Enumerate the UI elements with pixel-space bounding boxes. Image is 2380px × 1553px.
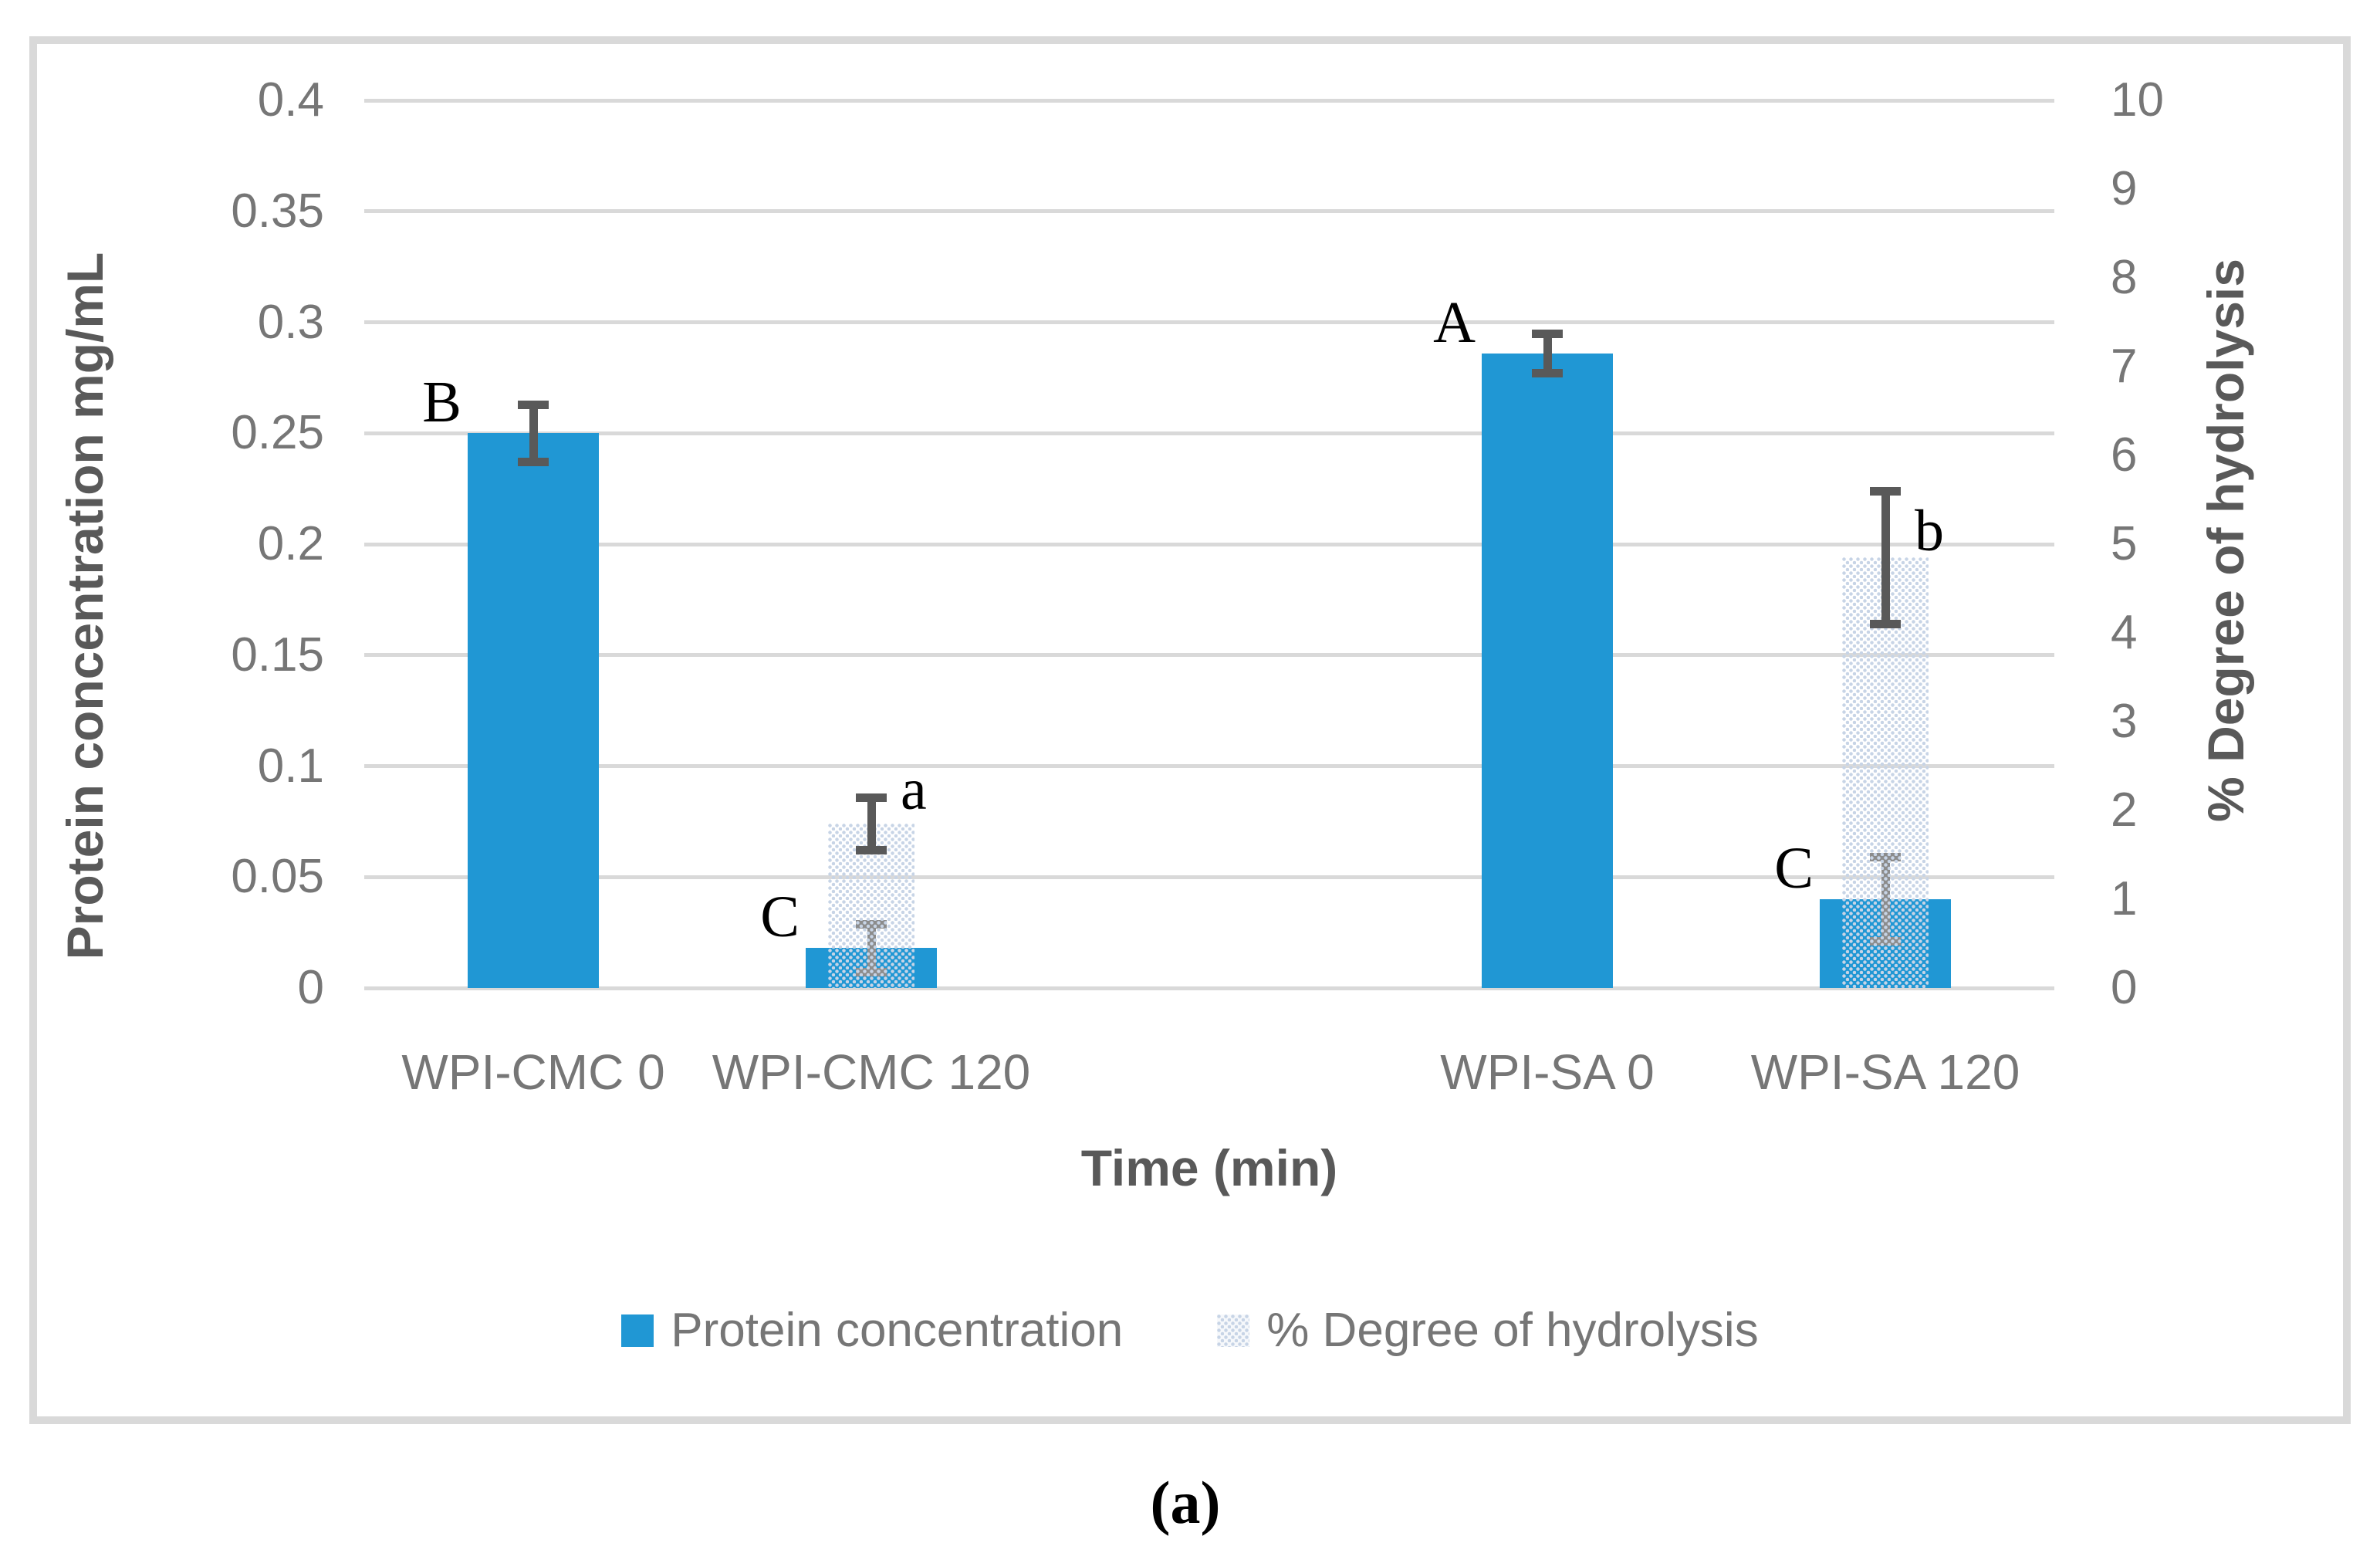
gridline — [364, 653, 2054, 658]
y-left-tick-label: 0.4 — [257, 73, 324, 127]
legend-item: Protein concentration — [621, 1303, 1123, 1358]
significance-letter: C — [760, 885, 800, 950]
legend-swatch-hydrolysis — [1217, 1314, 1250, 1347]
gridline — [364, 431, 2054, 435]
legend-label: % Degree of hydrolysis — [1266, 1304, 1759, 1357]
y-right-tick-label: 0 — [2111, 961, 2138, 1014]
bar-protein-concentration — [468, 433, 599, 988]
chart-frame — [29, 36, 2351, 1424]
gridline — [364, 209, 2054, 214]
error-bar-cap-bottom — [856, 845, 887, 854]
legend-item: % Degree of hydrolysis — [1217, 1303, 1759, 1358]
gridline — [364, 986, 2054, 990]
x-axis-title: Time (min) — [1080, 1139, 1338, 1196]
legend-label: Protein concentration — [671, 1304, 1124, 1357]
legend: Protein concentration % Degree of hydroly… — [0, 1303, 2380, 1358]
gridline — [364, 764, 2054, 768]
error-bar-cap-top — [1532, 329, 1563, 338]
gridline — [364, 875, 2054, 879]
significance-letter: A — [1433, 289, 1476, 355]
y-right-tick-label: 5 — [2111, 517, 2138, 570]
y-right-tick-label: 10 — [2111, 73, 2164, 127]
error-bar-cap-bottom — [518, 457, 549, 466]
figure-caption: (a) — [1150, 1469, 1221, 1536]
error-bar-line — [529, 404, 538, 462]
y-right-tick-label: 9 — [2111, 162, 2138, 215]
y-right-tick-label: 3 — [2111, 695, 2138, 748]
y-right-tick-label: 8 — [2111, 251, 2138, 304]
y-left-tick-label: 0.15 — [231, 628, 324, 682]
error-bar-cap-top — [1870, 487, 1901, 496]
error-bar-cap-top — [518, 400, 549, 409]
error-bar-line — [1881, 491, 1890, 624]
significance-letter: C — [1774, 836, 1814, 901]
x-category-label: WPI-SA 120 — [1750, 1044, 2020, 1100]
y-left-tick-label: 0.05 — [231, 850, 324, 904]
y-right-tick-label: 1 — [2111, 872, 2138, 925]
error-bar-line — [867, 797, 876, 851]
error-bar-cap-bottom — [1532, 368, 1563, 377]
y-right-tick-label: 2 — [2111, 783, 2138, 837]
gridline — [364, 320, 2054, 324]
x-category-label: WPI-CMC 0 — [401, 1044, 665, 1100]
x-category-label: WPI-CMC 120 — [712, 1044, 1031, 1100]
significance-letter: b — [1915, 499, 1944, 563]
y-left-tick-label: 0.2 — [257, 517, 324, 570]
error-bar-cap-top — [856, 793, 887, 802]
error-bar-cap-bottom — [1870, 619, 1901, 628]
y-left-tick-label: 0.1 — [257, 739, 324, 793]
significance-letter: B — [422, 370, 461, 435]
y-left-tick-label: 0.25 — [231, 406, 324, 460]
x-category-label: WPI-SA 0 — [1440, 1044, 1655, 1100]
y-axis-title-left: Protein concentration mg/mL — [56, 252, 113, 960]
gridline — [364, 542, 2054, 546]
error-bar-line — [1543, 333, 1552, 374]
significance-letter: a — [901, 756, 927, 822]
gridline — [364, 98, 2054, 103]
y-right-tick-label: 6 — [2111, 428, 2138, 482]
bar-degree-of-hydrolysis — [1842, 557, 1929, 988]
bar-protein-concentration — [1482, 353, 1613, 988]
y-right-tick-label: 7 — [2111, 340, 2138, 393]
y-left-tick-label: 0.3 — [257, 295, 324, 349]
y-left-tick-label: 0 — [297, 961, 324, 1014]
legend-swatch-protein — [621, 1314, 654, 1347]
y-right-tick-label: 4 — [2111, 606, 2138, 659]
y-left-tick-label: 0.35 — [231, 184, 324, 238]
